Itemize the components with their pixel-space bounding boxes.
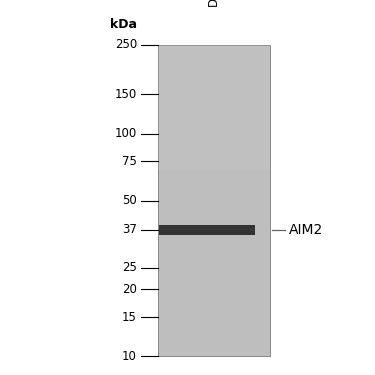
Text: 50: 50 <box>122 194 137 207</box>
Text: 10: 10 <box>122 350 137 363</box>
Bar <box>159 225 255 235</box>
Text: Daudi: Daudi <box>207 0 220 6</box>
Text: 150: 150 <box>115 88 137 101</box>
Text: 25: 25 <box>122 261 137 274</box>
Text: kDa: kDa <box>110 18 137 31</box>
Bar <box>158 45 270 170</box>
Text: 250: 250 <box>115 39 137 51</box>
Text: 75: 75 <box>122 155 137 168</box>
Text: 100: 100 <box>115 127 137 140</box>
Bar <box>159 228 255 231</box>
Text: 37: 37 <box>122 223 137 236</box>
Text: AIM2: AIM2 <box>289 223 323 237</box>
Text: 15: 15 <box>122 310 137 324</box>
Bar <box>158 45 270 356</box>
Text: 20: 20 <box>122 283 137 296</box>
